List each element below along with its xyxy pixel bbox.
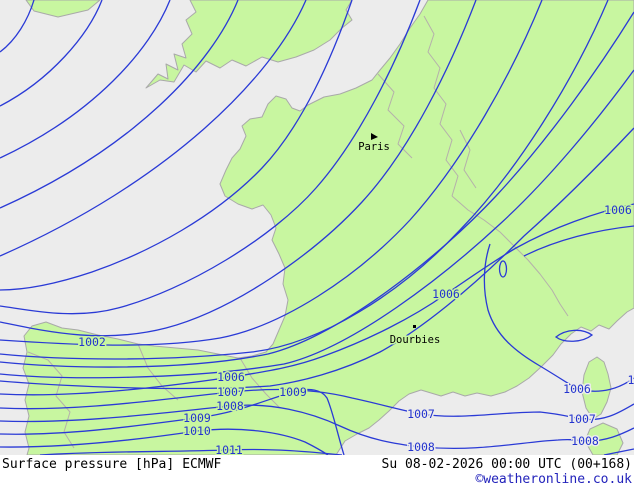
isobar-label: 1006 (604, 203, 632, 217)
isobar-label: 1011 (215, 443, 243, 457)
dourbies-marker-icon (413, 325, 416, 328)
isobar-label: 1009 (279, 385, 307, 399)
isobar-label: 1010 (183, 424, 211, 438)
model-label: ECMWF (182, 457, 221, 472)
isobar-label: 1009 (183, 411, 211, 425)
parameter-label: Surface pressure [hPa] (2, 457, 174, 472)
isobar-labels: 1002 1006 1007 1008 1009 1010 1011 1009 … (77, 202, 634, 457)
land-corsica (581, 356, 612, 420)
isobar-label: 1007 (568, 412, 596, 426)
isobar-label: 1 (628, 373, 634, 387)
city-label-paris: Paris (358, 141, 390, 153)
map-area: 1002 1006 1007 1008 1009 1010 1011 1009 … (0, 0, 634, 457)
isobar-label: 1008 (216, 399, 244, 413)
land-continent (22, 0, 634, 455)
city-label-dourbies: Dourbies (390, 334, 441, 346)
copyright-link[interactable]: ©weatheronline.co.uk (475, 472, 632, 487)
footer-bar: Surface pressure [hPa] ECMWF Su 08-02-202… (0, 455, 634, 490)
land-ireland (25, 0, 101, 18)
isobar-label: 1006 (432, 287, 460, 301)
city-markers: Paris Dourbies (357, 133, 442, 348)
isobar-contours (0, 0, 634, 455)
valid-time-label: Su 08-02-2026 00:00 UTC (00+168) (382, 457, 632, 472)
isobar-label: 1008 (571, 434, 599, 448)
paris-marker-icon (371, 133, 378, 140)
isobar-label: 1007 (407, 407, 435, 421)
isobar-label: 1002 (78, 335, 106, 349)
isobar-label: 1007 (217, 385, 245, 399)
footer-background (0, 455, 634, 490)
parameter-title: Surface pressure [hPa] ECMWF (2, 457, 221, 472)
isobar-label: 1006 (563, 382, 591, 396)
isobar-label: 1008 (407, 440, 435, 454)
isobar-label: 1006 (217, 370, 245, 384)
